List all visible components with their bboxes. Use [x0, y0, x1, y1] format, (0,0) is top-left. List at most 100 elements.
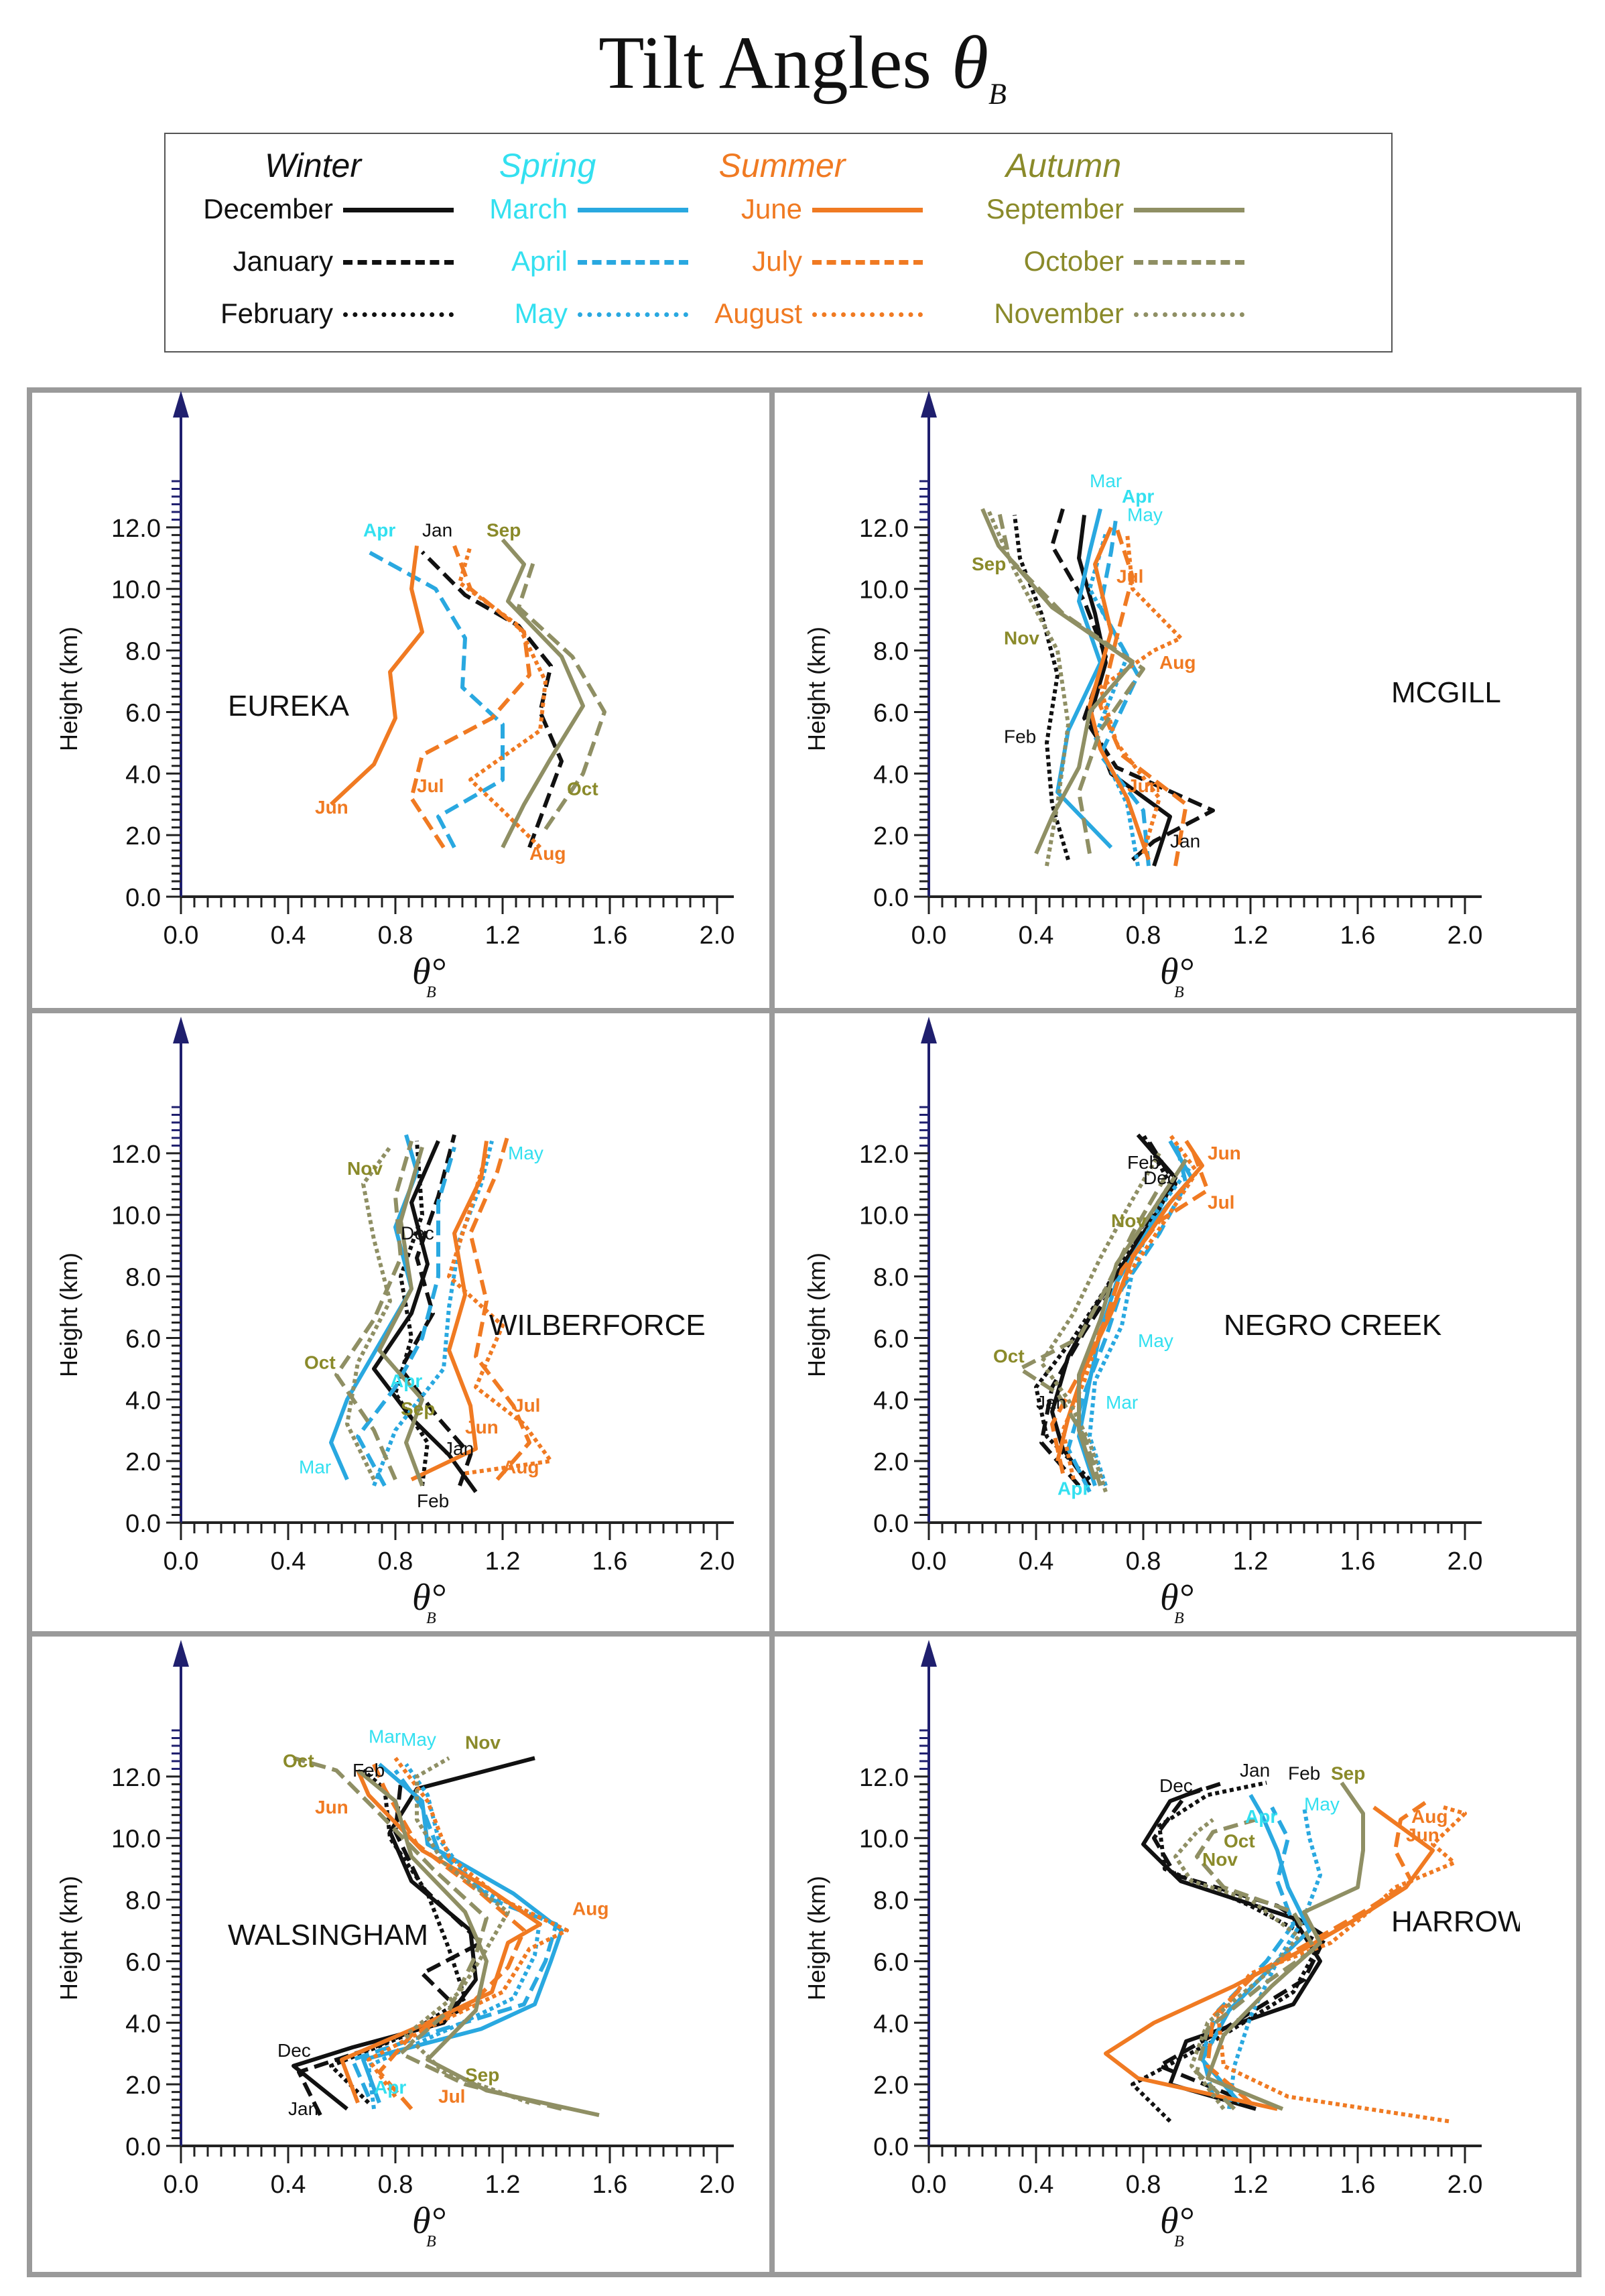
- y-tick-label: 2.0: [125, 1448, 161, 1476]
- series-line-feb: [1034, 1133, 1172, 1481]
- series-line-aug: [1061, 1133, 1199, 1480]
- annotation-nov: Nov: [465, 1732, 501, 1753]
- legend-label: February: [220, 298, 333, 329]
- annotation-feb: Feb: [1288, 1763, 1320, 1783]
- annotation-oct: Oct: [993, 1346, 1025, 1366]
- legend: Winter December January February Spring …: [164, 133, 1393, 353]
- y-tick-label: 12.0: [859, 515, 909, 543]
- legend-label: September: [986, 193, 1124, 225]
- y-tick-label: 0.0: [125, 884, 161, 912]
- y-tick-label: 8.0: [873, 1264, 909, 1292]
- annotation-apr: Apr: [1057, 1478, 1090, 1499]
- series-line-oct: [334, 1140, 413, 1480]
- annotation-jan: Jan: [1240, 1760, 1270, 1781]
- series-line-sep: [377, 1146, 424, 1486]
- annotation-mar: Mar: [1090, 470, 1122, 491]
- x-axis-subscript: B: [1174, 984, 1184, 1001]
- x-axis-subscript: B: [426, 1610, 436, 1627]
- annotation-jul: Jul: [513, 1395, 540, 1416]
- series-line-oct: [293, 1756, 562, 2111]
- series-line-mar: [361, 1763, 564, 2104]
- legend-season-winter: Winter: [264, 147, 362, 184]
- annotation-apr: Apr: [374, 2077, 406, 2098]
- legend-swatch: [812, 208, 923, 212]
- y-tick-label: 6.0: [873, 699, 909, 727]
- x-tick-label: 1.6: [1340, 2171, 1376, 2199]
- series-line-jul: [1050, 1146, 1210, 1474]
- x-tick-label: 0.4: [1019, 1547, 1054, 1576]
- legend-season-spring: Spring: [499, 147, 596, 184]
- chart-panel-mcgill: 0.0 0.4 0.8 1.2 1.6 2.0 0.0 2.0 4.0 6.0 8.0 10.0 12.…: [803, 391, 1501, 1001]
- x-tick-label: 1.6: [592, 1547, 628, 1576]
- annotation-feb: Feb: [1127, 1152, 1159, 1173]
- legend-label: October: [1023, 245, 1124, 277]
- y-tick-label: 10.0: [111, 1826, 161, 1854]
- annotation-sep: Sep: [972, 554, 1006, 574]
- y-tick-label: 6.0: [873, 1948, 909, 1976]
- x-axis-title: θ°: [1160, 2200, 1194, 2242]
- y-tick-label: 8.0: [125, 1264, 161, 1292]
- annotation-may: May: [1127, 505, 1163, 525]
- chart-title: Tilt Angles θB: [0, 20, 1605, 111]
- series-line-aug: [458, 545, 548, 849]
- series-line-mar: [1200, 1793, 1311, 2104]
- annotation-jul: Jul: [1208, 1192, 1234, 1213]
- y-axis-arrow: [921, 1640, 937, 1667]
- x-tick-label: 1.6: [1340, 921, 1376, 950]
- series-line-dec: [292, 1756, 535, 2111]
- annotation-jul: Jul: [417, 775, 444, 796]
- annotation-may: May: [1138, 1330, 1173, 1351]
- y-tick-label: 10.0: [111, 576, 161, 604]
- series-line-may: [1088, 1164, 1194, 1486]
- x-tick-label: 2.0: [700, 2171, 735, 2199]
- annotation-may: May: [401, 1729, 436, 1750]
- annotation-oct: Oct: [283, 1750, 314, 1771]
- series-line-oct: [517, 557, 606, 830]
- legend-item-january: January: [166, 240, 460, 280]
- y-tick-label: 12.0: [859, 1141, 909, 1169]
- y-tick-label: 10.0: [111, 1202, 161, 1230]
- y-tick-label: 4.0: [873, 761, 909, 789]
- y-tick-label: 2.0: [873, 1448, 909, 1476]
- x-tick-label: 1.2: [485, 2171, 521, 2199]
- annotation-oct: Oct: [1224, 1831, 1255, 1852]
- x-tick-label: 0.8: [378, 2171, 413, 2199]
- legend-swatch: [343, 208, 454, 212]
- x-tick-label: 0.0: [911, 2171, 947, 2199]
- annotation-may: May: [1304, 1793, 1340, 1814]
- annotation-dec: Dec: [1143, 1167, 1177, 1188]
- annotation-jan: Jan: [1170, 831, 1200, 852]
- series-line-sep: [1077, 1158, 1188, 1480]
- series-line-nov: [345, 1145, 392, 1481]
- x-tick-label: 1.2: [1233, 921, 1269, 950]
- y-axis-arrow: [173, 391, 189, 418]
- x-tick-label: 0.0: [911, 1547, 947, 1576]
- legend-season-summer: Summer: [718, 147, 846, 184]
- x-tick-label: 0.0: [164, 1547, 199, 1576]
- x-tick-label: 0.8: [1126, 1547, 1161, 1576]
- legend-autumn: Autumn September October November: [876, 134, 1251, 351]
- y-tick-label: 6.0: [125, 1325, 161, 1353]
- series-line-jan: [399, 1134, 472, 1486]
- annotation-jan: Jan: [422, 520, 452, 541]
- annotation-aug: Aug: [529, 843, 566, 864]
- annotation-sep: Sep: [401, 1398, 435, 1419]
- y-tick-label: 12.0: [111, 515, 161, 543]
- series-line-may: [372, 1140, 494, 1486]
- series-line-feb: [1013, 515, 1070, 860]
- series-line-nov: [1039, 1152, 1161, 1493]
- legend-label: August: [714, 298, 802, 329]
- y-tick-label: 4.0: [873, 1387, 909, 1415]
- legend-item-february: February: [166, 292, 460, 332]
- y-tick-label: 12.0: [859, 1764, 909, 1792]
- legend-swatch: [1134, 208, 1244, 212]
- y-tick-label: 0.0: [125, 2133, 161, 2161]
- series-line-jan: [1050, 508, 1215, 862]
- annotation-sep: Sep: [1331, 1763, 1365, 1783]
- x-tick-label: 0.8: [378, 921, 413, 950]
- legend-swatch: [343, 312, 454, 317]
- x-tick-label: 2.0: [700, 1547, 735, 1576]
- series-line-apr: [1098, 515, 1151, 867]
- annotation-feb: Feb: [1004, 726, 1036, 747]
- series-line-sep: [1206, 1781, 1365, 2111]
